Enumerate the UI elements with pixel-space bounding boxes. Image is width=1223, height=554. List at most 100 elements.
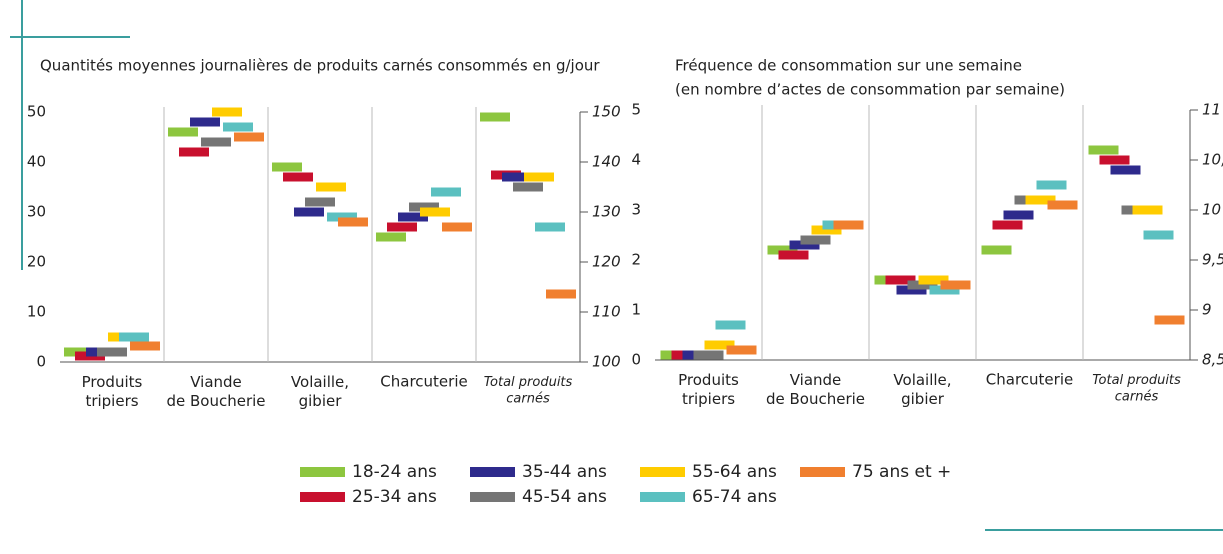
dash-marker [1154, 315, 1185, 325]
dash-marker [480, 112, 510, 122]
dash-marker [1110, 165, 1141, 175]
y2-tick-label: 8,5 [1202, 351, 1223, 369]
x-tick-label: Produits tripiers [82, 373, 143, 410]
dash-marker [789, 240, 820, 250]
y2-tick-label: 11 [1202, 101, 1221, 119]
y2-tick-label: 10,5 [1202, 151, 1223, 169]
dash-marker [283, 172, 313, 182]
x-tick-label: Volaille, gibier [291, 373, 349, 410]
dash-marker [316, 182, 346, 192]
dash-marker [409, 202, 439, 212]
legend-label: 45-54 ans [522, 487, 607, 507]
legend-label: 35-44 ans [522, 462, 607, 482]
dash-marker [502, 172, 532, 182]
dash-marker [981, 245, 1012, 255]
y-tick-label: 5 [631, 101, 641, 119]
y-tick-label: 3 [631, 201, 641, 219]
y-tick-label: 40 [27, 153, 46, 171]
chart-subtitle: (en nombre d’actes de consommation par s… [675, 81, 1065, 99]
y-tick-label: 1 [631, 301, 641, 319]
dash-marker [1047, 200, 1078, 210]
dash-marker [918, 275, 949, 285]
dash-marker [929, 285, 960, 295]
dash-marker [896, 285, 927, 295]
y-tick-label: 10 [27, 303, 46, 321]
y2-tick-label: 140 [592, 153, 621, 171]
dash-marker [524, 172, 554, 182]
dash-marker [1143, 230, 1174, 240]
dash-marker [800, 235, 831, 245]
y-tick-label: 20 [27, 253, 46, 271]
dash-marker [97, 347, 127, 357]
x-tick-label: Viande de Boucherie [166, 373, 265, 410]
dash-marker [1088, 145, 1119, 155]
dash-marker [431, 187, 461, 197]
chart-title: Fréquence de consommation sur une semain… [675, 57, 1022, 75]
dash-marker [833, 220, 864, 230]
y2-tick-label: 110 [592, 303, 621, 321]
legend-label: 75 ans et + [852, 462, 951, 482]
dash-marker [223, 122, 253, 132]
x-tick-label: Charcuterie [986, 371, 1073, 389]
dash-marker [338, 217, 368, 227]
dash-marker [305, 197, 335, 207]
dash-marker [201, 137, 231, 147]
dash-marker [398, 212, 428, 222]
dash-marker [715, 320, 746, 330]
dash-marker [327, 212, 357, 222]
y-tick-label: 0 [631, 351, 641, 369]
dash-marker [190, 117, 220, 127]
dash-marker [940, 280, 971, 290]
legend-swatch [470, 492, 515, 502]
dash-marker [693, 350, 724, 360]
dash-marker [1132, 205, 1163, 215]
dash-marker [119, 332, 149, 342]
legend-swatch [300, 492, 345, 502]
legend-swatch [470, 467, 515, 477]
dash-marker [1025, 195, 1056, 205]
dash-marker [420, 207, 450, 217]
dash-marker [272, 162, 302, 172]
dash-marker [212, 107, 242, 117]
x-tick-label: Produits tripiers [678, 371, 739, 408]
x-tick-label: Total produits carnés [484, 375, 573, 406]
y-tick-label: 2 [631, 251, 641, 269]
dash-marker [992, 220, 1023, 230]
y2-tick-label: 120 [592, 253, 621, 271]
dash-marker [907, 280, 938, 290]
dash-marker [376, 232, 406, 242]
y2-tick-label: 9 [1202, 301, 1212, 319]
dash-marker [704, 340, 735, 350]
legend-label: 55-64 ans [692, 462, 777, 482]
dash-marker [811, 225, 842, 235]
dash-marker [179, 147, 209, 157]
dash-marker [535, 222, 565, 232]
legend-swatch [640, 467, 685, 477]
legend-label: 65-74 ans [692, 487, 777, 507]
x-tick-label: Viande de Boucherie [766, 371, 865, 408]
dash-marker [168, 127, 198, 137]
dash-marker [546, 289, 576, 299]
dash-marker [234, 132, 264, 142]
legend-label: 18-24 ans [352, 462, 437, 482]
legend-swatch [300, 467, 345, 477]
y2-tick-label: 130 [592, 203, 621, 221]
legend-swatch [800, 467, 845, 477]
dash-marker [767, 245, 798, 255]
y2-tick-label: 100 [592, 353, 621, 371]
dash-marker [442, 222, 472, 232]
y-tick-label: 50 [27, 103, 46, 121]
y2-tick-label: 150 [592, 103, 621, 121]
dash-marker [387, 222, 417, 232]
dash-marker [294, 207, 324, 217]
y-tick-label: 0 [36, 353, 46, 371]
x-tick-label: Total produits carnés [1092, 373, 1181, 404]
dash-marker [1003, 210, 1034, 220]
y-tick-label: 30 [27, 203, 46, 221]
dash-marker [778, 250, 809, 260]
dash-marker [1036, 180, 1067, 190]
x-tick-label: Charcuterie [380, 373, 467, 391]
dash-marker [885, 275, 916, 285]
x-tick-label: Volaille, gibier [893, 371, 951, 408]
